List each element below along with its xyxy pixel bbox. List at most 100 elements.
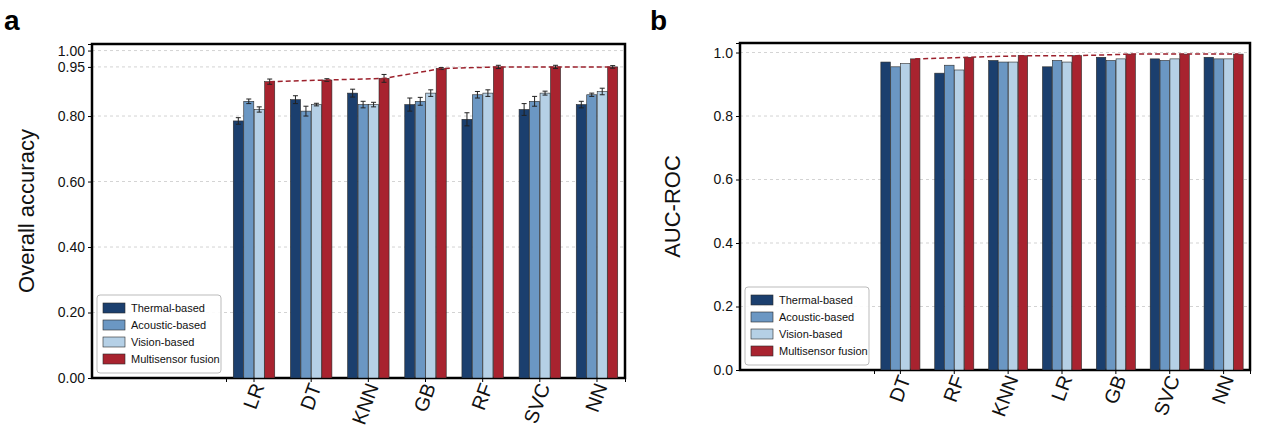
bar bbox=[1106, 60, 1115, 370]
error-cap bbox=[257, 106, 262, 107]
legend-label: Thermal-based bbox=[779, 294, 853, 306]
bar bbox=[540, 93, 550, 378]
bar bbox=[954, 70, 963, 370]
error-cap bbox=[361, 101, 366, 102]
error-cap bbox=[303, 116, 308, 117]
error-cap bbox=[464, 112, 469, 113]
bar bbox=[1116, 59, 1125, 370]
bar bbox=[964, 57, 973, 370]
grid-line bbox=[740, 52, 1250, 53]
error-bar bbox=[589, 93, 594, 96]
error-bar bbox=[236, 118, 241, 125]
error-cap bbox=[428, 89, 433, 90]
bar bbox=[265, 82, 275, 378]
bar bbox=[989, 60, 998, 370]
bar bbox=[597, 91, 607, 378]
bar bbox=[935, 73, 944, 370]
error-line bbox=[295, 96, 296, 104]
error-line bbox=[409, 98, 410, 111]
legend-swatch bbox=[103, 303, 125, 313]
error-cap bbox=[485, 89, 490, 90]
plot-area bbox=[881, 54, 1243, 370]
legend-swatch bbox=[751, 312, 773, 322]
error-cap bbox=[257, 112, 262, 113]
error-cap bbox=[610, 65, 615, 66]
bar bbox=[311, 105, 321, 378]
bar bbox=[233, 121, 243, 378]
tick-label: 0.95 bbox=[58, 59, 85, 75]
error-cap bbox=[522, 103, 527, 104]
error-line bbox=[238, 118, 239, 125]
error-cap bbox=[267, 84, 272, 85]
error-line bbox=[363, 101, 364, 108]
error-bar bbox=[371, 102, 376, 107]
tick-label: 0.80 bbox=[58, 108, 85, 124]
error-cap bbox=[496, 68, 501, 69]
error-line bbox=[487, 90, 488, 97]
bar bbox=[493, 67, 503, 378]
tick-label: KNN bbox=[987, 372, 1022, 419]
bar bbox=[519, 109, 529, 378]
error-bar bbox=[407, 98, 412, 111]
tick-label: 1.00 bbox=[58, 43, 85, 59]
bar bbox=[1160, 60, 1169, 370]
error-bar bbox=[418, 97, 423, 105]
tick: 0.60 bbox=[58, 174, 92, 190]
error-cap bbox=[553, 68, 558, 69]
error-cap bbox=[543, 91, 548, 92]
tick-label: GB bbox=[409, 380, 440, 415]
error-cap bbox=[496, 65, 501, 66]
legend-swatch bbox=[103, 354, 125, 364]
legend: Thermal-basedAcoustic-basedVision-basedM… bbox=[97, 295, 221, 373]
error-bar bbox=[485, 90, 490, 97]
error-bar bbox=[532, 96, 537, 106]
error-cap bbox=[543, 95, 548, 96]
error-cap bbox=[600, 94, 605, 95]
error-cap bbox=[579, 107, 584, 108]
error-bar bbox=[361, 101, 366, 108]
error-bar bbox=[257, 107, 262, 112]
legend-box bbox=[745, 287, 869, 365]
bar bbox=[301, 111, 311, 378]
legend-entry: Acoustic-based bbox=[103, 319, 206, 331]
tick-label: 0.20 bbox=[58, 304, 85, 320]
error-cap bbox=[324, 78, 329, 79]
error-cap bbox=[324, 81, 329, 82]
panel: 0.00.20.40.60.81.0DTRFKNNLRGBSVCNNTherma… bbox=[714, 43, 1251, 419]
tick: 0.80 bbox=[58, 108, 92, 124]
legend-label: Acoustic-based bbox=[779, 311, 854, 323]
error-bar bbox=[314, 103, 319, 106]
error-cap bbox=[475, 98, 480, 99]
bar bbox=[483, 93, 493, 378]
tick-label: GB bbox=[1100, 372, 1131, 407]
error-bar bbox=[350, 89, 355, 97]
y-axis: 0.00.20.40.60.81.0 bbox=[714, 44, 741, 378]
error-cap bbox=[610, 68, 615, 69]
legend-entry: Thermal-based bbox=[103, 302, 205, 314]
legend-entry: Multisensor fusion bbox=[751, 345, 868, 357]
error-cap bbox=[371, 102, 376, 103]
bar bbox=[910, 59, 919, 370]
error-line bbox=[545, 91, 546, 95]
legend-label: Thermal-based bbox=[131, 302, 205, 314]
tick: LR bbox=[1047, 370, 1076, 404]
tick: KNN bbox=[348, 378, 383, 427]
y-axis-title: AUC-ROC bbox=[660, 155, 685, 258]
error-line bbox=[477, 91, 478, 98]
bar bbox=[405, 105, 415, 378]
tick-label: SVC bbox=[1149, 372, 1184, 418]
error-bar bbox=[303, 106, 308, 116]
tick: 0.2 bbox=[714, 298, 740, 314]
tick: LR bbox=[239, 378, 268, 412]
error-cap bbox=[236, 124, 241, 125]
bar bbox=[1052, 60, 1061, 370]
tick-label: 0.00 bbox=[58, 370, 85, 386]
trend-line bbox=[915, 54, 1238, 59]
legend-label: Multisensor fusion bbox=[779, 345, 868, 357]
bar bbox=[1234, 54, 1243, 370]
error-line bbox=[248, 99, 249, 104]
bar bbox=[1062, 62, 1071, 370]
bar bbox=[358, 105, 368, 378]
legend-swatch bbox=[751, 346, 773, 356]
series bbox=[891, 59, 1224, 370]
